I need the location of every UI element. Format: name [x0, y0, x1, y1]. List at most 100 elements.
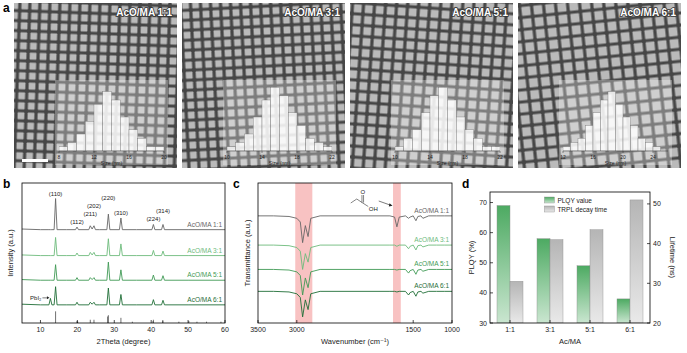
image-title: AcO/MA 3:1 — [284, 7, 340, 18]
tick — [490, 232, 493, 233]
tem-shade — [518, 3, 681, 168]
series-label: AcO/MA 1:1 — [187, 221, 222, 228]
tick-label: 18 — [462, 154, 468, 160]
hist-bar — [631, 126, 639, 152]
series-line — [22, 237, 225, 255]
legend: PLQY valueTRPL decay time — [544, 197, 607, 214]
tick — [647, 243, 650, 244]
bar — [537, 239, 550, 323]
tick-label: 3:1 — [545, 326, 555, 333]
panel-label: d — [462, 177, 469, 191]
tick — [188, 320, 189, 323]
reference-stick — [107, 317, 108, 323]
hist-bar — [404, 138, 413, 151]
bond — [351, 199, 363, 203]
bar — [550, 240, 563, 323]
hist-bar — [280, 96, 289, 151]
axis-label: Lifetime (ns) — [668, 237, 677, 279]
reference-stick — [93, 320, 94, 323]
peak-label: (314) — [156, 208, 170, 214]
tem-image — [350, 3, 513, 168]
hist-bar — [616, 104, 624, 151]
hist-bar — [483, 147, 492, 151]
panel-label: a — [3, 1, 10, 15]
figure: abcdAcO/MA 1:18121620Size (nm)AcO/MA 3:1… — [0, 0, 687, 353]
series-label: AcO/MA 3:1 — [187, 247, 222, 254]
tick — [550, 320, 551, 323]
plot-area — [22, 199, 225, 323]
plot-area — [258, 183, 452, 323]
tick — [590, 320, 591, 323]
tick-label: 14 — [427, 154, 433, 160]
tick — [296, 320, 297, 323]
series-label: AcO/MA 5:1 — [187, 271, 222, 278]
inset-backdrop — [55, 80, 168, 165]
bar — [577, 266, 590, 323]
tick-label: 60 — [221, 326, 229, 333]
arrow-label: PbI₂ — [30, 295, 42, 301]
hist-bar — [638, 138, 646, 151]
inset-backdrop — [391, 80, 504, 165]
peak-label: (211) — [84, 211, 98, 217]
series-label: AcO/MA 6:1 — [187, 296, 222, 303]
hist-bar — [112, 100, 121, 151]
hist-bar — [85, 121, 94, 151]
plot-frame — [22, 183, 225, 323]
series-label: AcO/MA 1:1 — [414, 207, 449, 214]
plot-area — [497, 200, 643, 323]
axis-label: Intensity (a.u.) — [6, 229, 15, 277]
tick — [225, 320, 226, 323]
axis-label: PLQY (%) — [467, 240, 476, 274]
scale-bar — [22, 159, 48, 162]
bar — [497, 206, 510, 323]
panel-label: b — [3, 177, 10, 191]
inset-plot — [227, 87, 332, 151]
tem-image — [518, 3, 681, 168]
tick-label: 24 — [650, 154, 656, 160]
bar — [617, 299, 630, 323]
tick — [490, 292, 493, 293]
axis-label: Size (nm) — [269, 160, 291, 166]
hist-bar — [297, 126, 306, 152]
arrow-head — [389, 203, 393, 206]
peak-label: (112) — [70, 219, 84, 225]
tick-label: 22 — [497, 154, 503, 160]
hist-bar — [288, 113, 297, 151]
inset-axis — [59, 151, 164, 152]
hist-bar — [138, 138, 147, 151]
hist-bar — [653, 147, 661, 151]
hist-bar — [306, 138, 315, 151]
atom-label: O — [360, 189, 365, 195]
hist-bar — [147, 147, 156, 151]
tick-label: 40 — [653, 240, 661, 247]
tick-label: 50 — [479, 259, 487, 266]
tem-image — [518, 3, 681, 168]
hist-bar — [120, 117, 129, 151]
tick — [452, 320, 453, 323]
tick-label: 1500 — [405, 326, 421, 333]
hist-bar — [448, 100, 457, 151]
tick-label: 40 — [147, 326, 155, 333]
hist-bar — [421, 113, 430, 151]
tick-label: 50 — [184, 326, 192, 333]
tick — [647, 203, 650, 204]
hist-bar — [474, 138, 483, 151]
tick-label: 3000 — [289, 326, 305, 333]
axis-label: Size (nm) — [605, 160, 627, 166]
hist-bar — [262, 100, 271, 151]
tick — [490, 323, 493, 324]
tick — [510, 320, 511, 323]
bar — [590, 230, 603, 323]
hist-bar — [586, 126, 594, 152]
tick — [40, 320, 41, 323]
inset-backdrop — [559, 80, 672, 165]
peak-label: (202) — [87, 203, 101, 209]
tick-label: 16 — [590, 154, 596, 160]
series-label: AcO/MA 3:1 — [414, 236, 449, 243]
hist-bar — [155, 147, 164, 151]
tick-label: 18 — [294, 154, 300, 160]
arrow-head — [47, 296, 50, 299]
hist-bar — [578, 138, 586, 151]
tick — [647, 323, 650, 324]
tem-image — [14, 3, 177, 168]
